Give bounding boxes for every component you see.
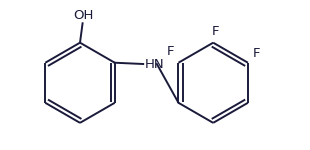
- Text: F: F: [253, 47, 260, 60]
- Text: F: F: [166, 45, 174, 58]
- Text: OH: OH: [74, 9, 94, 22]
- Text: F: F: [212, 25, 219, 38]
- Text: HN: HN: [145, 57, 165, 70]
